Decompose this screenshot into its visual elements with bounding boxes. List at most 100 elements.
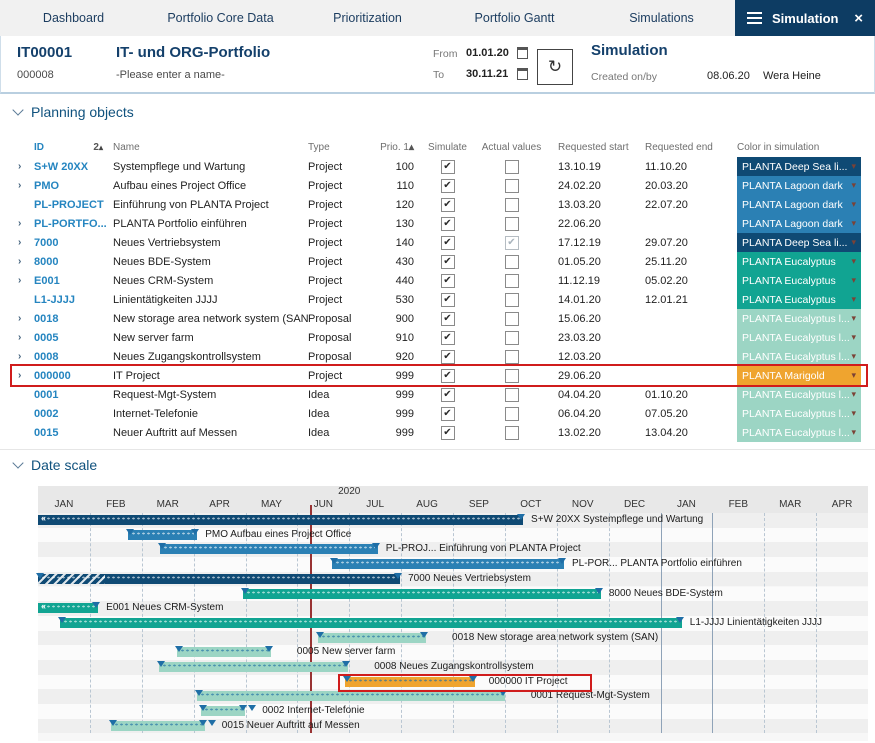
simulate-checkbox[interactable]: ✔ [440,216,455,231]
nav-item-simulations[interactable]: Simulations [629,11,694,25]
actual-values-checkbox[interactable] [504,349,519,364]
table-row[interactable]: 0015 Neuer Auftritt auf Messen Idea 999 ✔ 13.… [12,423,866,442]
actual-values-checkbox[interactable] [504,292,519,307]
gantt-bar[interactable] [57,616,684,628]
row-id[interactable]: 0015 [34,426,59,439]
simulate-checkbox[interactable]: ✔ [440,235,455,250]
calendar-icon[interactable] [517,68,528,80]
gantt-bar[interactable] [194,690,507,702]
actual-values-checkbox[interactable]: ✔ [504,235,519,250]
expander-icon[interactable]: › [18,256,22,267]
color-in-simulation-dropdown[interactable]: PLANTA Eucalyptus l... ▾ [737,404,861,423]
actual-values-checkbox[interactable] [504,216,519,231]
col-header-requested-end[interactable]: Requested end [645,141,713,153]
actual-values-checkbox[interactable] [504,273,519,288]
actual-values-checkbox[interactable] [504,406,519,421]
color-in-simulation-dropdown[interactable]: PLANTA Lagoon dark ▾ [737,195,861,214]
actual-values-checkbox[interactable] [504,330,519,345]
color-in-simulation-dropdown[interactable]: PLANTA Eucalyptus ▾ [737,290,861,309]
row-id[interactable]: S+W 20XX [34,160,89,173]
table-row[interactable]: 0002 Internet-Telefonie Idea 999 ✔ 06.04.20 07… [12,404,866,423]
table-row[interactable]: › 0005 New server farm Proposal 910 ✔ 23.03.20… [12,328,866,347]
col-header-requested-start[interactable]: Requested start [558,141,629,153]
portfolio-name-field[interactable]: -Please enter a name- [116,69,225,81]
row-id[interactable]: 7000 [34,236,59,249]
actual-values-checkbox[interactable] [504,368,519,383]
row-id[interactable]: PL-PROJECT [34,198,104,211]
row-id[interactable]: PL-PORTFO... [34,217,107,230]
actual-values-checkbox[interactable] [504,159,519,174]
table-row[interactable]: › PL-PORTFO... PLANTA Portfolio einführen P… [12,214,866,233]
to-date-field[interactable]: 30.11.21 [466,68,509,80]
actual-values-checkbox[interactable] [504,387,519,402]
gantt-bar[interactable] [175,646,273,658]
table-row[interactable]: 0001 Request-Mgt-System Idea 999 ✔ 04.04.20 01… [12,385,866,404]
color-in-simulation-dropdown[interactable]: PLANTA Eucalyptus l... ▾ [737,309,861,328]
simulate-checkbox[interactable]: ✔ [440,425,455,440]
expander-icon[interactable]: › [18,351,22,362]
collapse-chevron-icon[interactable] [12,104,24,116]
simulate-checkbox[interactable]: ✔ [440,254,455,269]
expander-icon[interactable]: › [18,237,22,248]
gantt-bar[interactable] [125,528,200,540]
sort-indicator-id[interactable]: 2▴ [93,141,103,153]
col-header-simulate[interactable]: Simulate [428,141,467,153]
row-id[interactable]: 0001 [34,388,59,401]
table-row[interactable]: › E001 Neues CRM-System Project 440 ✔ 11.12.19… [12,271,866,290]
col-header-name[interactable]: Name [113,141,140,153]
gantt-bar[interactable] [198,705,247,717]
simulate-checkbox[interactable]: ✔ [440,159,455,174]
section-date-scale[interactable]: Date scale [12,457,97,473]
gantt-bar[interactable]: « [38,513,526,525]
table-row[interactable]: › S+W 20XX Systempflege und Wartung Project… [12,157,866,176]
expander-icon[interactable]: › [18,161,22,172]
gantt-bar[interactable] [240,587,603,599]
color-in-simulation-dropdown[interactable]: PLANTA Deep Sea li... ▾ [737,233,861,252]
color-in-simulation-dropdown[interactable]: PLANTA Eucalyptus ▾ [737,271,861,290]
col-header-id[interactable]: ID [34,141,44,153]
row-id[interactable]: E001 [34,274,60,287]
table-row[interactable]: › 0018 New storage area network system (SA… [12,309,866,328]
color-in-simulation-dropdown[interactable]: PLANTA Eucalyptus l... ▾ [737,385,861,404]
gantt-bar[interactable] [157,543,380,555]
expander-icon[interactable]: › [18,313,22,324]
table-row[interactable]: › 000000 IT Project Project 999 ✔ 29.06.20 PLAN… [10,364,868,387]
simulate-checkbox[interactable]: ✔ [440,368,455,383]
actual-values-checkbox[interactable] [504,178,519,193]
col-header-color[interactable]: Color in simulation [737,141,820,153]
color-in-simulation-dropdown[interactable]: PLANTA Eucalyptus l... ▾ [737,423,861,442]
color-in-simulation-dropdown[interactable]: PLANTA Eucalyptus ▾ [737,252,861,271]
row-id[interactable]: 0005 [34,331,59,344]
expander-icon[interactable]: › [18,218,22,229]
expander-icon[interactable]: › [18,275,22,286]
simulate-checkbox[interactable]: ✔ [440,387,455,402]
expander-icon[interactable]: › [18,370,22,381]
table-row[interactable]: L1-JJJJ Linientätigkeiten JJJJ Project 530 ✔… [12,290,866,309]
row-id[interactable]: 0002 [34,407,59,420]
color-in-simulation-dropdown[interactable]: PLANTA Marigold ▾ [737,366,861,385]
expander-icon[interactable]: › [18,332,22,343]
simulate-checkbox[interactable]: ✔ [440,178,455,193]
nav-item-dashboard[interactable]: Dashboard [42,11,105,25]
close-icon[interactable]: × [854,9,863,27]
actual-values-checkbox[interactable] [504,311,519,326]
simulate-checkbox[interactable]: ✔ [440,330,455,345]
gantt-bar[interactable] [109,719,208,731]
expander-icon[interactable]: › [18,180,22,191]
section-planning-objects[interactable]: Planning objects [12,104,134,120]
tab-simulation[interactable]: Simulation × [735,0,875,36]
table-row[interactable]: › 8000 Neues BDE-System Project 430 ✔ 01.05.20… [12,252,866,271]
calendar-icon[interactable] [517,47,528,59]
gantt-bar[interactable] [156,661,351,672]
nav-item-portfolio-core-data[interactable]: Portfolio Core Data [167,11,274,25]
color-in-simulation-dropdown[interactable]: PLANTA Eucalyptus l... ▾ [737,347,861,366]
actual-values-checkbox[interactable] [504,254,519,269]
from-date-field[interactable]: 01.01.20 [466,47,509,59]
simulate-checkbox[interactable]: ✔ [440,311,455,326]
actual-values-checkbox[interactable] [504,197,519,212]
simulate-checkbox[interactable]: ✔ [440,406,455,421]
col-header-prio[interactable]: Prio. 1▴ [380,141,414,153]
col-header-type[interactable]: Type [308,141,330,153]
gantt-bar[interactable] [330,558,566,570]
collapse-chevron-icon[interactable] [12,457,24,469]
